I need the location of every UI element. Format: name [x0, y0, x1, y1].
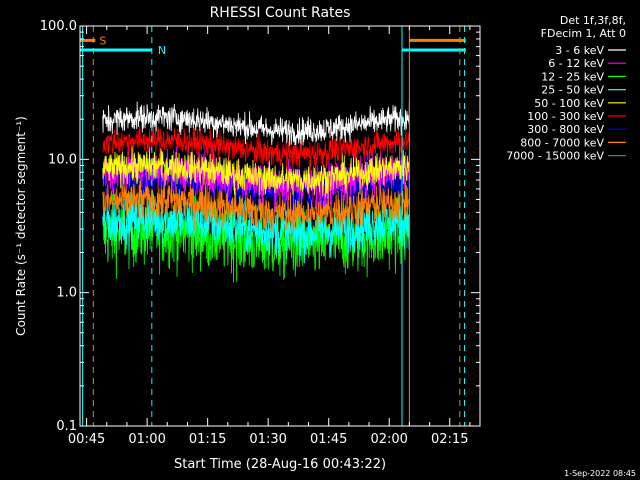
series-line [102, 168, 410, 240]
marker-label: S [99, 34, 106, 47]
series-line [102, 188, 410, 283]
legend-header-line: Det 1f,3f,8f, [560, 14, 626, 27]
x-tick-label: 01:00 [128, 432, 165, 447]
x-tick-label: 01:45 [310, 432, 347, 447]
plot-frame [79, 25, 481, 427]
legend-entry-label: 50 - 100 keV [534, 97, 604, 110]
x-tick-label: 01:15 [189, 432, 226, 447]
legend-entry-label: 7000 - 15000 keV [506, 150, 604, 163]
series-line [102, 146, 410, 200]
y-tick-label: 100.0 [40, 19, 77, 34]
x-axis-label: Start Time (28-Aug-16 00:43:22) [174, 457, 386, 472]
axes-group: 00:45 01:00 01:15 01:30 01:45 02:00 02:15 0.1 1.… [40, 19, 480, 447]
series-line [102, 124, 410, 169]
x-tick-label: 00:45 [68, 432, 105, 447]
legend-entry-label: 800 - 7000 keV [520, 136, 604, 149]
legend-entry-label: 100 - 300 keV [527, 110, 604, 123]
series-line [102, 99, 410, 146]
legend-header-line: FDecim 1, Att 0 [541, 27, 626, 40]
legend-entry-label: 6 - 12 keV [548, 57, 604, 70]
y-tick-label: 0.1 [56, 419, 77, 434]
x-tick-label: 01:30 [249, 432, 286, 447]
x-tick-label: 02:15 [431, 432, 468, 447]
y-tick-label: 10.0 [48, 152, 77, 167]
legend-entry-label: 3 - 6 keV [555, 44, 604, 57]
legend-entry-label: 12 - 25 keV [541, 70, 604, 83]
chart-title: RHESSI Count Rates [210, 5, 351, 21]
legend-entry-label: 300 - 800 keV [527, 123, 604, 136]
footer-timestamp: 1-Sep-2022 08:45 [564, 469, 636, 478]
legend-entry-label: 25 - 50 keV [541, 84, 604, 97]
marker-lines-group: SN [80, 26, 466, 426]
data-series-group [102, 99, 410, 283]
x-tick-label: 02:00 [370, 432, 407, 447]
marker-label: N [158, 44, 166, 57]
y-axis-label: Count Rate (s⁻¹ detector segment⁻¹) [14, 116, 28, 336]
y-tick-label: 1.0 [56, 286, 77, 301]
